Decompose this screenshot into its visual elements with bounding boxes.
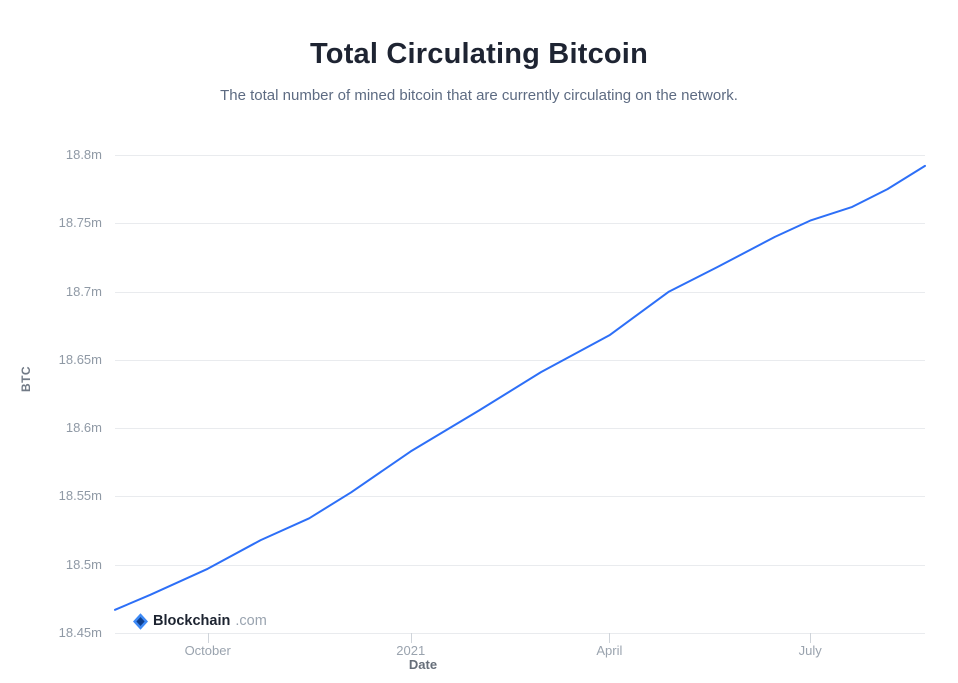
y-tick-label: 18.55m	[58, 488, 102, 504]
y-tick-label: 18.65m	[58, 351, 102, 367]
series-line	[114, 164, 926, 611]
blockchain-diamond-icon	[133, 612, 148, 630]
y-tick-label: 18.6m	[65, 420, 102, 436]
x-tick-label: 2021	[396, 643, 426, 658]
y-tick-label: 18.7m	[65, 283, 102, 299]
y-tick-label: 18.8m	[65, 147, 102, 162]
y-tick-label: 18.75m	[58, 215, 102, 231]
logo-text-primary: Blockchain	[153, 613, 231, 629]
blockchain-logo[interactable]: Blockchain .com	[133, 611, 267, 631]
x-tick-label: October	[184, 643, 231, 658]
x-tick-label: July	[798, 643, 822, 658]
y-tick-label: 18.45m	[58, 625, 102, 640]
x-tick-label: April	[596, 643, 623, 658]
x-axis-title: Date	[408, 657, 438, 672]
y-tick-label: 18.5m	[65, 556, 102, 572]
chart-title: Total Circulating Bitcoin	[310, 38, 648, 70]
chart-subtitle: The total number of mined bitcoin that a…	[220, 87, 738, 104]
logo-text-secondary: .com	[235, 613, 267, 629]
